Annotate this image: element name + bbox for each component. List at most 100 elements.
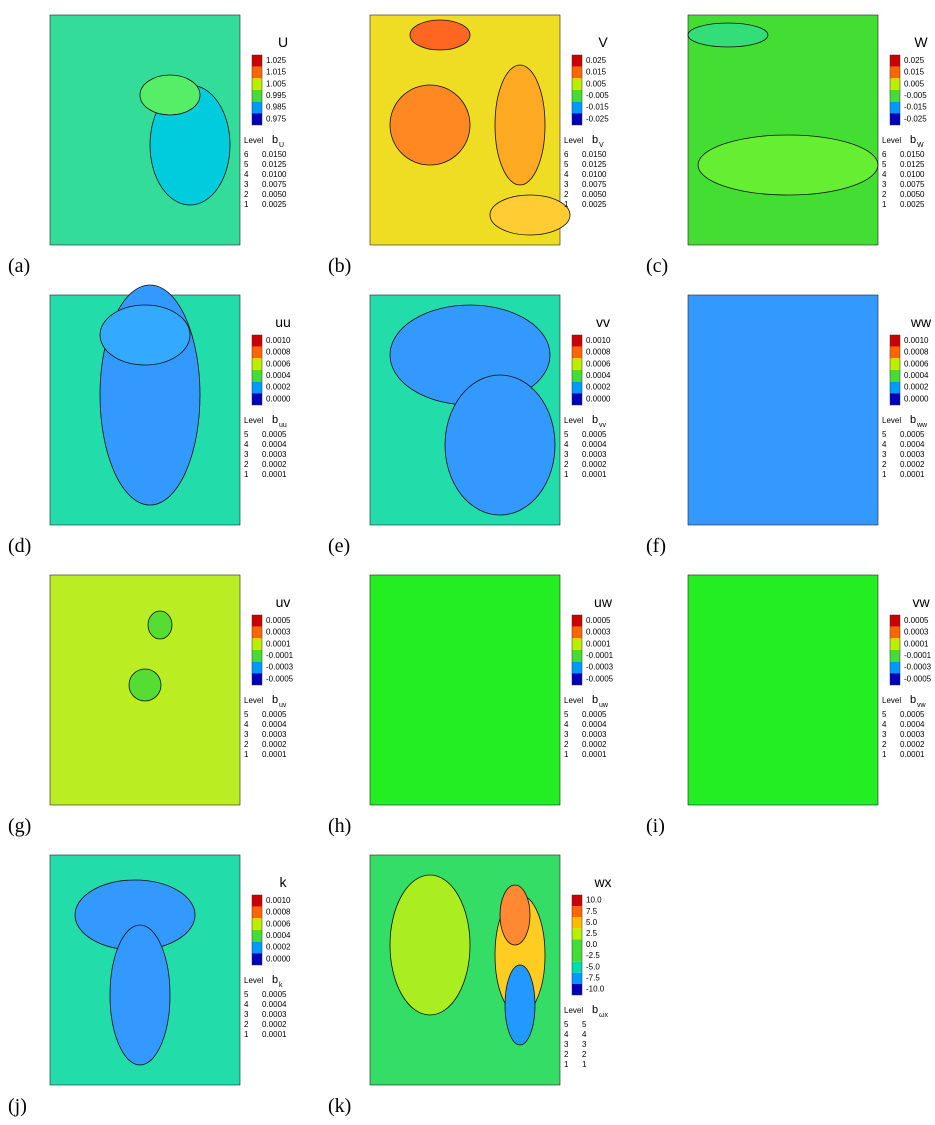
colorbar-segment xyxy=(572,917,582,929)
level-header: Level xyxy=(564,416,583,425)
contour-map xyxy=(369,574,561,806)
colorbar-title: W xyxy=(914,34,928,50)
colorbar-tick-label: 2.5 xyxy=(586,929,598,938)
colorbar-tick-label: 0.0004 xyxy=(904,371,929,380)
level-number: 1 xyxy=(244,750,249,759)
level-header: Level xyxy=(244,696,263,705)
colorbar-tick-label: 7.5 xyxy=(586,907,598,916)
colorbar-frame xyxy=(571,894,583,996)
level-number: 3 xyxy=(882,450,887,459)
level-value: 0.0004 xyxy=(262,440,287,449)
colorbar-title: V xyxy=(598,34,608,50)
colorbar-tick-label: 0.0004 xyxy=(586,371,611,380)
colorbar-tick-label: 0.0008 xyxy=(586,348,611,357)
level-value: 0.0125 xyxy=(582,160,607,169)
level-number: 3 xyxy=(564,180,569,189)
level-number: 3 xyxy=(244,730,249,739)
colorbar-segment xyxy=(890,626,900,639)
level-value: 0.0050 xyxy=(262,190,287,199)
colorbar-segment xyxy=(572,939,582,951)
colorbar-segment xyxy=(252,370,262,382)
level-number: 2 xyxy=(244,460,249,469)
level-header: Level xyxy=(564,136,583,145)
level-value: 0.0004 xyxy=(262,1000,287,1009)
level-number: 2 xyxy=(882,190,887,199)
colorbar-segment xyxy=(252,661,262,674)
colorbar-tick-label: 0.0003 xyxy=(904,628,929,637)
colorbar-segment xyxy=(572,55,582,67)
colorbar-tick-label: 0.975 xyxy=(266,114,287,123)
colorbar-title: wx xyxy=(593,874,611,890)
colorbar-tick-label: -0.005 xyxy=(586,91,609,100)
level-number: 4 xyxy=(244,170,249,179)
colorbar-tick-label: 0.985 xyxy=(266,103,287,112)
colorbar-segment xyxy=(252,906,262,919)
level-value: 0.0005 xyxy=(900,710,925,719)
contour-map xyxy=(687,14,879,246)
level-value: 0.0003 xyxy=(900,730,925,739)
contour-region xyxy=(499,884,531,946)
colorbar-tick-label: 0.0002 xyxy=(266,943,291,952)
colorbar-tick-label: 10.0 xyxy=(586,896,602,905)
level-value: 0.0100 xyxy=(582,170,607,179)
level-value: 0.0050 xyxy=(900,190,925,199)
level-number: 1 xyxy=(882,750,887,759)
b-subscript: uv xyxy=(279,702,287,709)
contour-region xyxy=(687,22,769,48)
level-value: 0.0150 xyxy=(900,150,925,159)
panel-label: (d) xyxy=(8,535,31,557)
level-number: 1 xyxy=(564,470,569,479)
panel-label: (h) xyxy=(328,815,351,837)
colorbar-tick-label: 0.0006 xyxy=(266,359,291,368)
colorbar-tick-label: 0.025 xyxy=(586,56,607,65)
level-value: 0.0001 xyxy=(582,750,607,759)
colorbar-tick-label: 0.0001 xyxy=(904,639,929,648)
panel-label: (j) xyxy=(8,1095,27,1117)
colorbar-segment xyxy=(890,370,900,382)
colorbar-tick-label: -0.005 xyxy=(904,91,927,100)
level-number: 5 xyxy=(564,1020,569,1029)
b-subscript: uu xyxy=(279,422,287,429)
panel: (j) k 0.0010 0.0008 0.0006 0.0004 0.0002 0.0000… xyxy=(8,854,291,1117)
colorbar-segment xyxy=(572,370,582,382)
colorbar-tick-label: 0.025 xyxy=(904,56,925,65)
colorbar-frame xyxy=(889,334,901,406)
colorbar-tick-label: 0.0002 xyxy=(904,383,929,392)
colorbar-segment xyxy=(572,961,582,973)
contour-region xyxy=(99,304,191,366)
panel: (d)uu0.00100.00080.00060.00040.00020.000… xyxy=(8,284,291,557)
colorbar-segment xyxy=(890,638,900,650)
level-number: 2 xyxy=(564,460,569,469)
colorbar-tick-label: 0.0004 xyxy=(266,371,291,380)
panel-label: (b) xyxy=(328,255,351,277)
colorbar-frame xyxy=(571,334,583,406)
level-number: 3 xyxy=(244,180,249,189)
level-value: 0.0003 xyxy=(262,450,287,459)
level-number: 4 xyxy=(564,170,569,179)
colorbar-segment xyxy=(252,953,262,965)
contour-region xyxy=(389,84,471,166)
colorbar-frame xyxy=(571,54,583,126)
level-value: 0.0150 xyxy=(262,150,287,159)
colorbar-segment xyxy=(890,101,900,114)
b-subscript: ww xyxy=(916,422,928,429)
level-value: 0.0005 xyxy=(262,710,287,719)
contour-region xyxy=(489,194,571,236)
colorbar-tick-label: -0.0005 xyxy=(586,674,614,683)
level-number: 3 xyxy=(882,730,887,739)
b-symbol: b xyxy=(592,1004,598,1016)
level-number: 1 xyxy=(882,200,887,209)
colorbar-tick-label: -0.0001 xyxy=(586,651,614,660)
colorbar-tick-label: 0.0 xyxy=(586,940,598,949)
colorbar-frame xyxy=(889,614,901,686)
panel: (c) W 0.025 0.015 0.005 -0.005 -0.015 -0.025 Lev… xyxy=(646,14,928,277)
colorbar-segment xyxy=(572,101,582,114)
level-value: 0.0005 xyxy=(582,710,607,719)
contour-map xyxy=(687,574,879,806)
level-number: 5 xyxy=(244,160,249,169)
level-number: 5 xyxy=(882,160,887,169)
panel-label: (e) xyxy=(328,535,350,557)
contour-region xyxy=(697,134,879,196)
colorbar-segment xyxy=(890,113,900,125)
